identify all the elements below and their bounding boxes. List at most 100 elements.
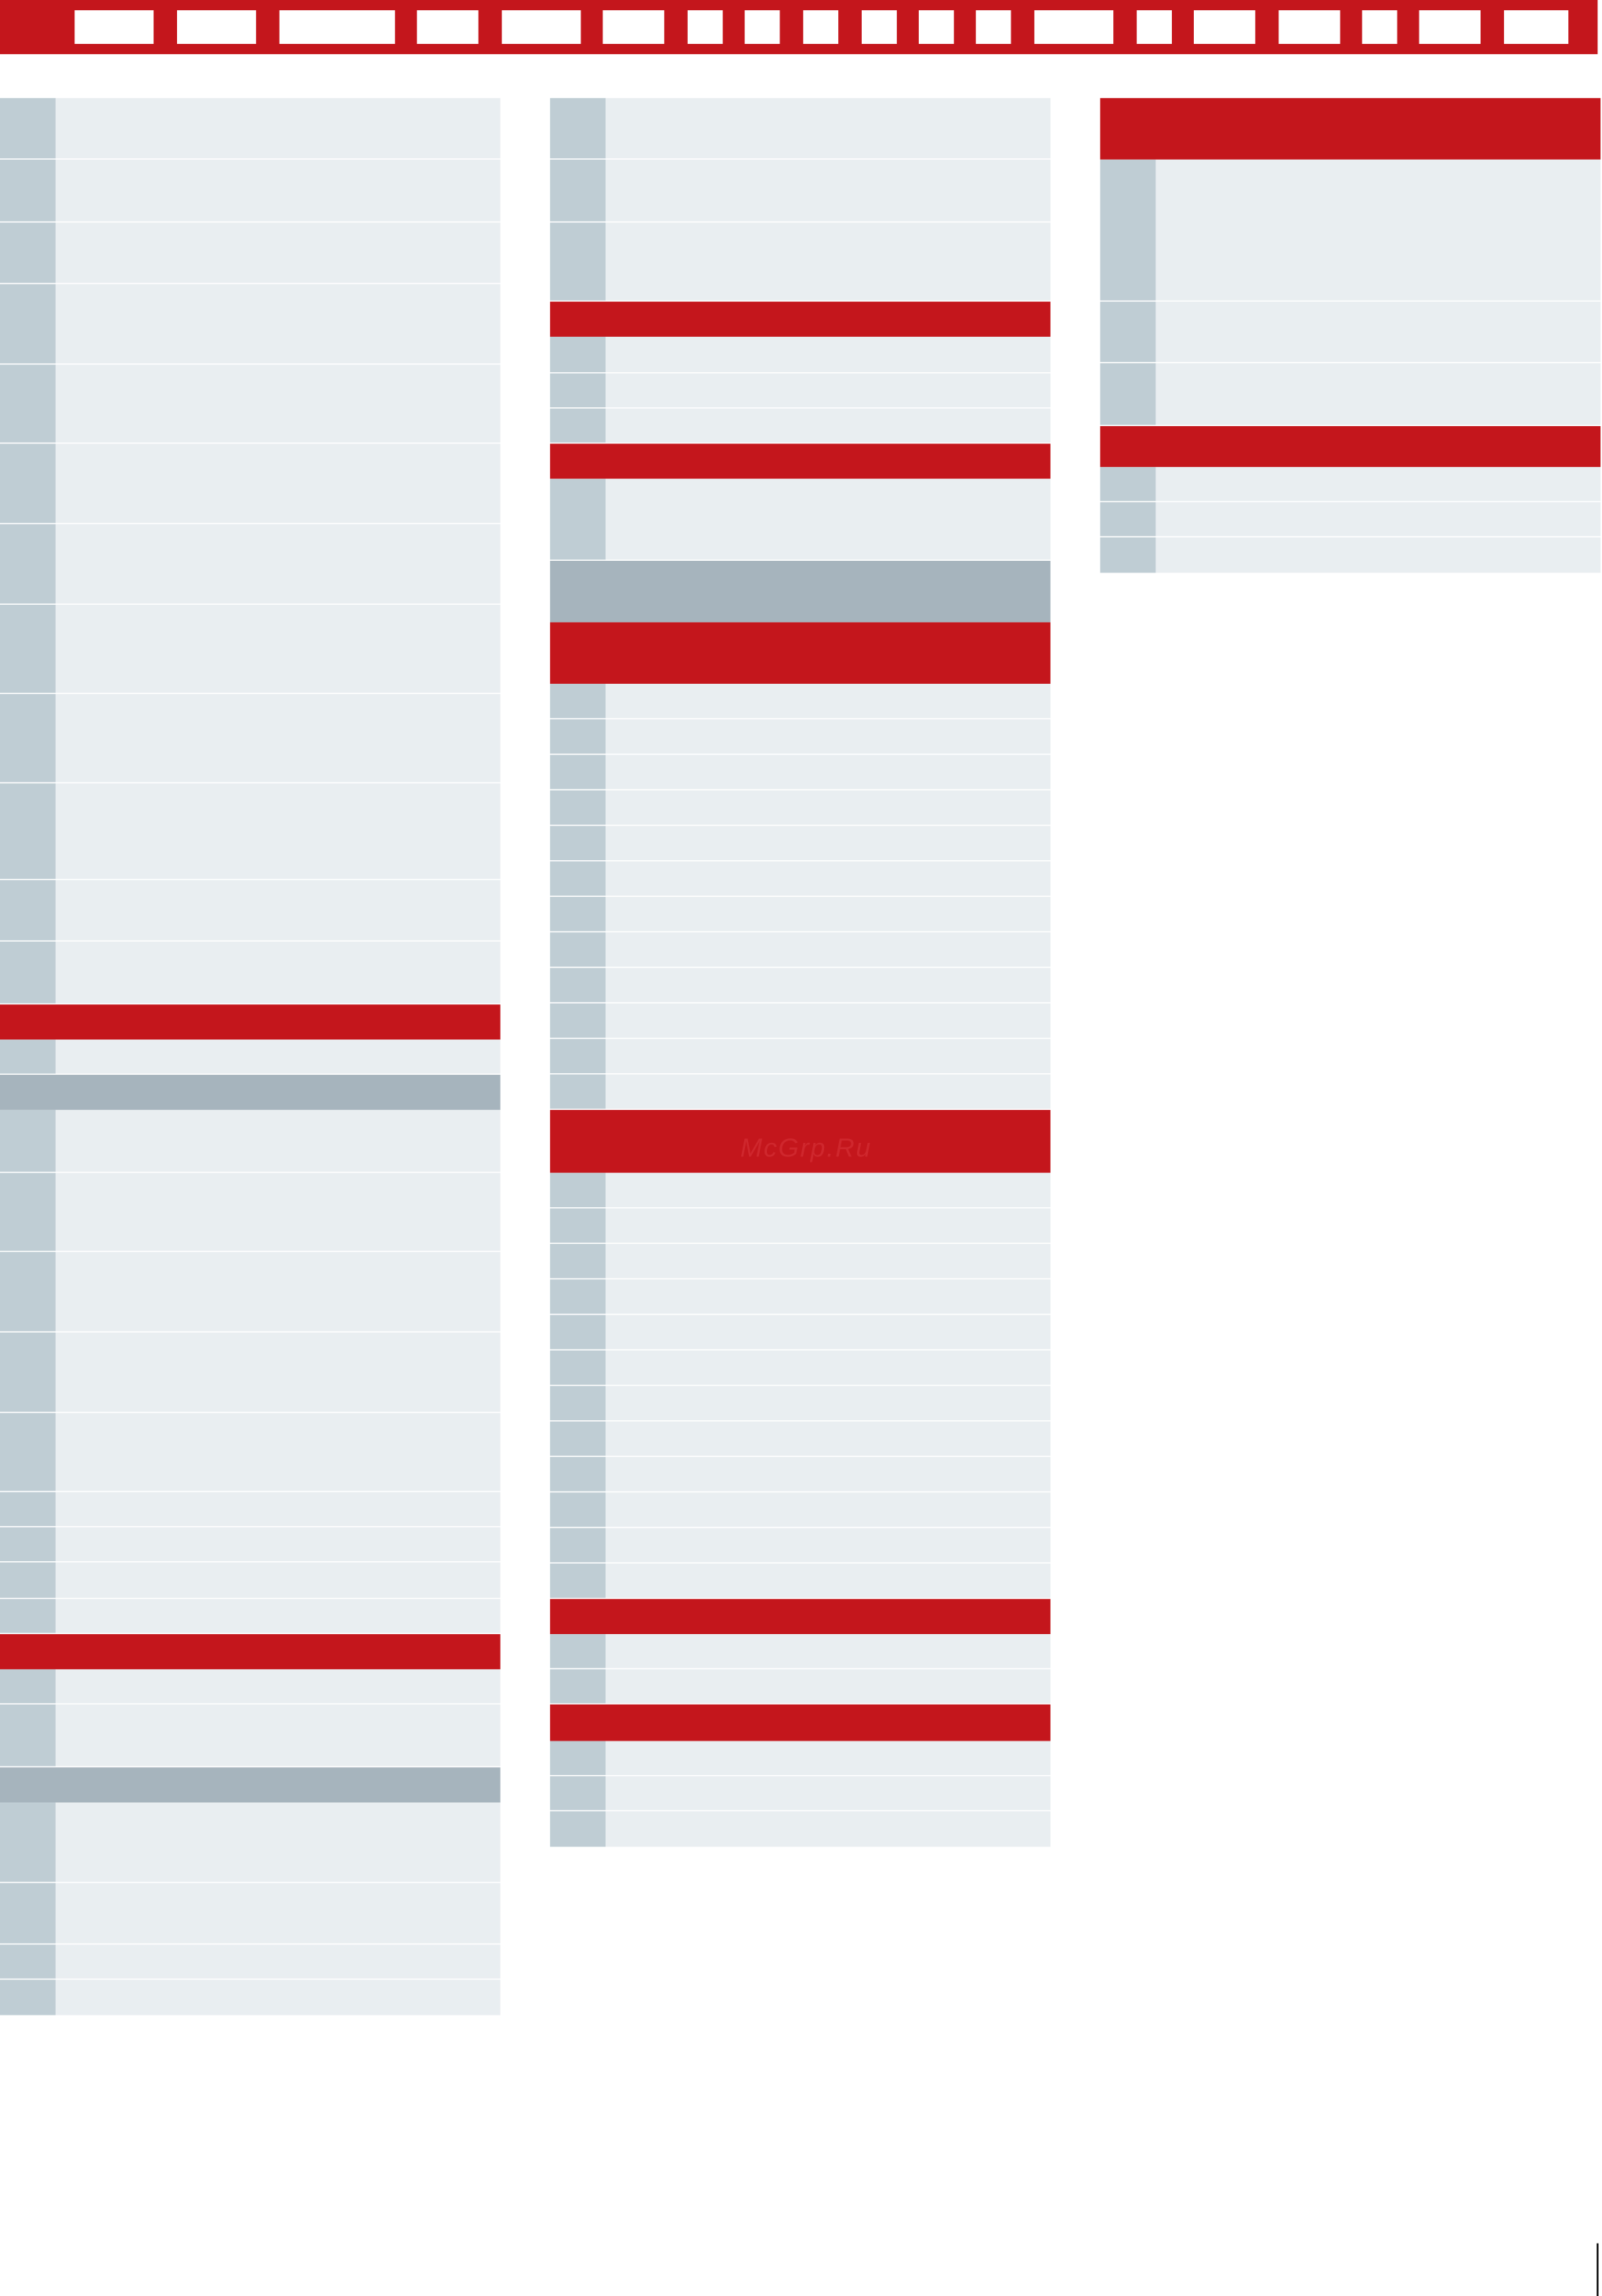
value-cell — [606, 1003, 1051, 1038]
table — [0, 98, 501, 2016]
value-cell — [55, 1562, 501, 1598]
key-cell — [550, 1386, 606, 1421]
value-cell — [606, 1279, 1051, 1314]
value-cell — [606, 1421, 1051, 1456]
key-cell — [0, 1562, 56, 1598]
section-header — [0, 1004, 501, 1040]
key-cell — [550, 1456, 606, 1491]
key-cell — [0, 941, 56, 1003]
key-cell — [0, 605, 56, 693]
key-cell — [550, 1173, 606, 1208]
value-cell — [55, 98, 501, 159]
key-cell — [0, 1802, 56, 1882]
value-cell — [606, 790, 1051, 825]
value-cell — [606, 1776, 1051, 1810]
key-cell — [550, 222, 606, 301]
key-cell — [550, 1563, 606, 1598]
section-header — [1100, 98, 1601, 160]
tab — [1362, 10, 1398, 45]
value-cell — [1155, 537, 1601, 573]
key-cell — [550, 1208, 606, 1243]
key-cell — [0, 1669, 56, 1704]
tab — [918, 10, 954, 45]
key-cell — [0, 443, 56, 523]
tab — [602, 10, 664, 45]
key-cell — [550, 336, 606, 373]
value-cell — [606, 1811, 1051, 1847]
key-cell — [550, 719, 606, 754]
key-cell — [550, 1669, 606, 1704]
key-cell — [1100, 537, 1156, 573]
key-cell — [550, 1776, 606, 1810]
value-cell — [1155, 159, 1601, 301]
value-cell — [55, 222, 501, 284]
value-cell — [55, 1109, 501, 1172]
key-cell — [550, 1421, 606, 1456]
tab — [1137, 10, 1172, 45]
key-cell — [0, 98, 56, 159]
key-cell — [550, 1074, 606, 1109]
key-cell — [0, 694, 56, 783]
key-cell — [550, 1003, 606, 1038]
value-cell — [55, 1704, 501, 1766]
key-cell — [550, 861, 606, 896]
key-cell — [0, 880, 56, 941]
tab — [975, 10, 1011, 45]
value-cell — [606, 98, 1051, 159]
key-cell — [550, 932, 606, 967]
watermark: McGrp.Ru — [740, 1134, 872, 1162]
key-cell — [550, 1492, 606, 1528]
value-cell — [606, 408, 1051, 443]
key-cell — [0, 1882, 56, 1943]
tab — [501, 10, 581, 45]
value-cell — [55, 941, 501, 1003]
value-cell — [55, 1173, 501, 1251]
value-cell — [606, 479, 1051, 560]
key-cell — [550, 1243, 606, 1278]
value-cell — [1155, 467, 1601, 501]
section-header — [550, 622, 1051, 684]
value-cell — [55, 605, 501, 693]
key-cell — [0, 1109, 56, 1172]
value-cell — [55, 1944, 501, 1979]
tab — [74, 10, 154, 45]
subheader — [550, 560, 1051, 623]
value-cell — [55, 880, 501, 941]
key-cell — [550, 1350, 606, 1385]
key-cell — [550, 1741, 606, 1775]
value-cell — [606, 222, 1051, 301]
section-header — [550, 443, 1051, 479]
key-cell — [550, 159, 606, 222]
tab — [1034, 10, 1114, 45]
key-cell — [550, 1279, 606, 1314]
value-cell — [55, 1491, 501, 1527]
key-cell — [0, 284, 56, 363]
tab — [176, 10, 256, 45]
value-cell — [55, 694, 501, 783]
key-cell — [550, 373, 606, 408]
value-cell — [606, 967, 1051, 1003]
key-cell — [550, 754, 606, 790]
value-cell — [1155, 502, 1601, 537]
value-cell — [606, 683, 1051, 718]
value-cell — [606, 1039, 1051, 1074]
key-cell — [0, 1412, 56, 1491]
section-header — [1100, 425, 1601, 468]
value-cell — [55, 1980, 501, 2016]
key-cell — [0, 1980, 56, 2016]
value-cell — [55, 783, 501, 879]
key-cell — [0, 1173, 56, 1251]
value-cell — [606, 1243, 1051, 1278]
tab — [687, 10, 723, 45]
value-cell — [606, 1074, 1051, 1109]
value-cell — [606, 1492, 1051, 1528]
tables — [0, 98, 1601, 2016]
key-cell — [550, 967, 606, 1003]
key-cell — [550, 1039, 606, 1074]
tab — [279, 10, 396, 45]
value-cell — [606, 896, 1051, 931]
key-cell — [0, 1491, 56, 1527]
value-cell — [606, 336, 1051, 373]
section-header — [550, 1109, 1051, 1173]
